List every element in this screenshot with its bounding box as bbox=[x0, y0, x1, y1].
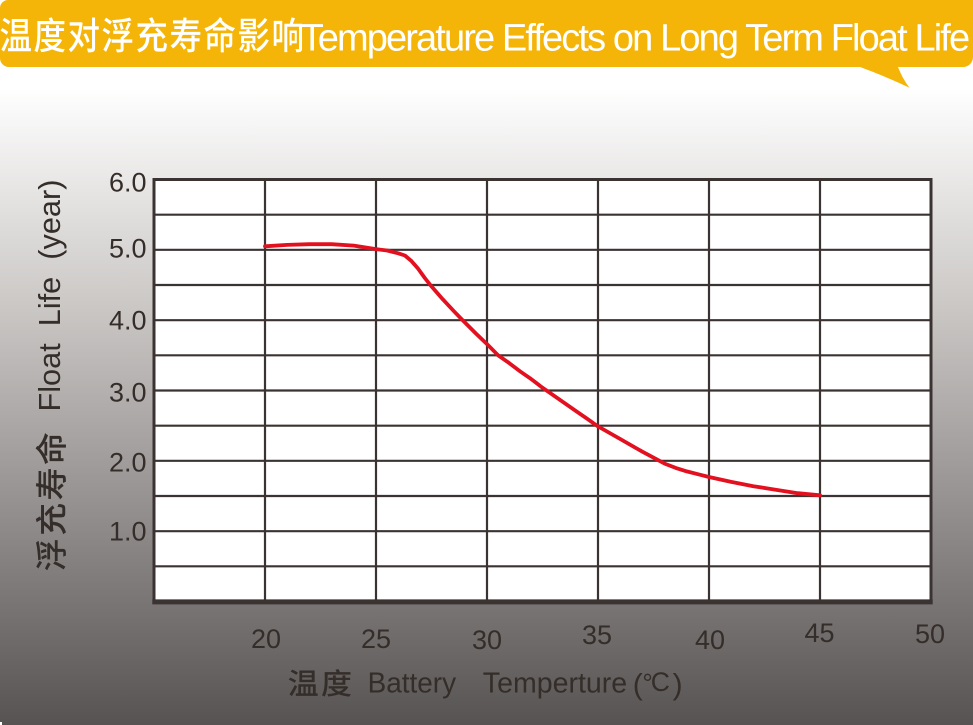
svg-text:Float Life (year): Float Life (year) bbox=[32, 180, 67, 412]
svg-text:30: 30 bbox=[472, 625, 502, 655]
svg-text:C: C bbox=[651, 667, 670, 697]
svg-text:40: 40 bbox=[695, 625, 725, 655]
svg-text:50: 50 bbox=[915, 619, 945, 649]
svg-text:5.0: 5.0 bbox=[109, 234, 147, 264]
svg-text:25: 25 bbox=[361, 624, 391, 654]
svg-text:): ) bbox=[673, 669, 683, 702]
svg-text:45: 45 bbox=[804, 618, 834, 648]
svg-text:°: ° bbox=[642, 668, 652, 698]
svg-text:2.0: 2.0 bbox=[109, 448, 147, 478]
svg-text:6.0: 6.0 bbox=[109, 168, 147, 198]
svg-text:Temperture: Temperture bbox=[483, 668, 627, 700]
svg-text:(: ( bbox=[633, 669, 643, 702]
svg-text:4.0: 4.0 bbox=[109, 306, 147, 336]
svg-text:20: 20 bbox=[251, 624, 281, 654]
svg-text:Temperature Effects on Long Te: Temperature Effects on Long Term Float L… bbox=[301, 18, 969, 60]
svg-text:Battery: Battery bbox=[368, 667, 457, 700]
svg-text:1.0: 1.0 bbox=[109, 517, 147, 547]
svg-text:3.0: 3.0 bbox=[109, 378, 147, 408]
svg-text:35: 35 bbox=[582, 620, 612, 650]
